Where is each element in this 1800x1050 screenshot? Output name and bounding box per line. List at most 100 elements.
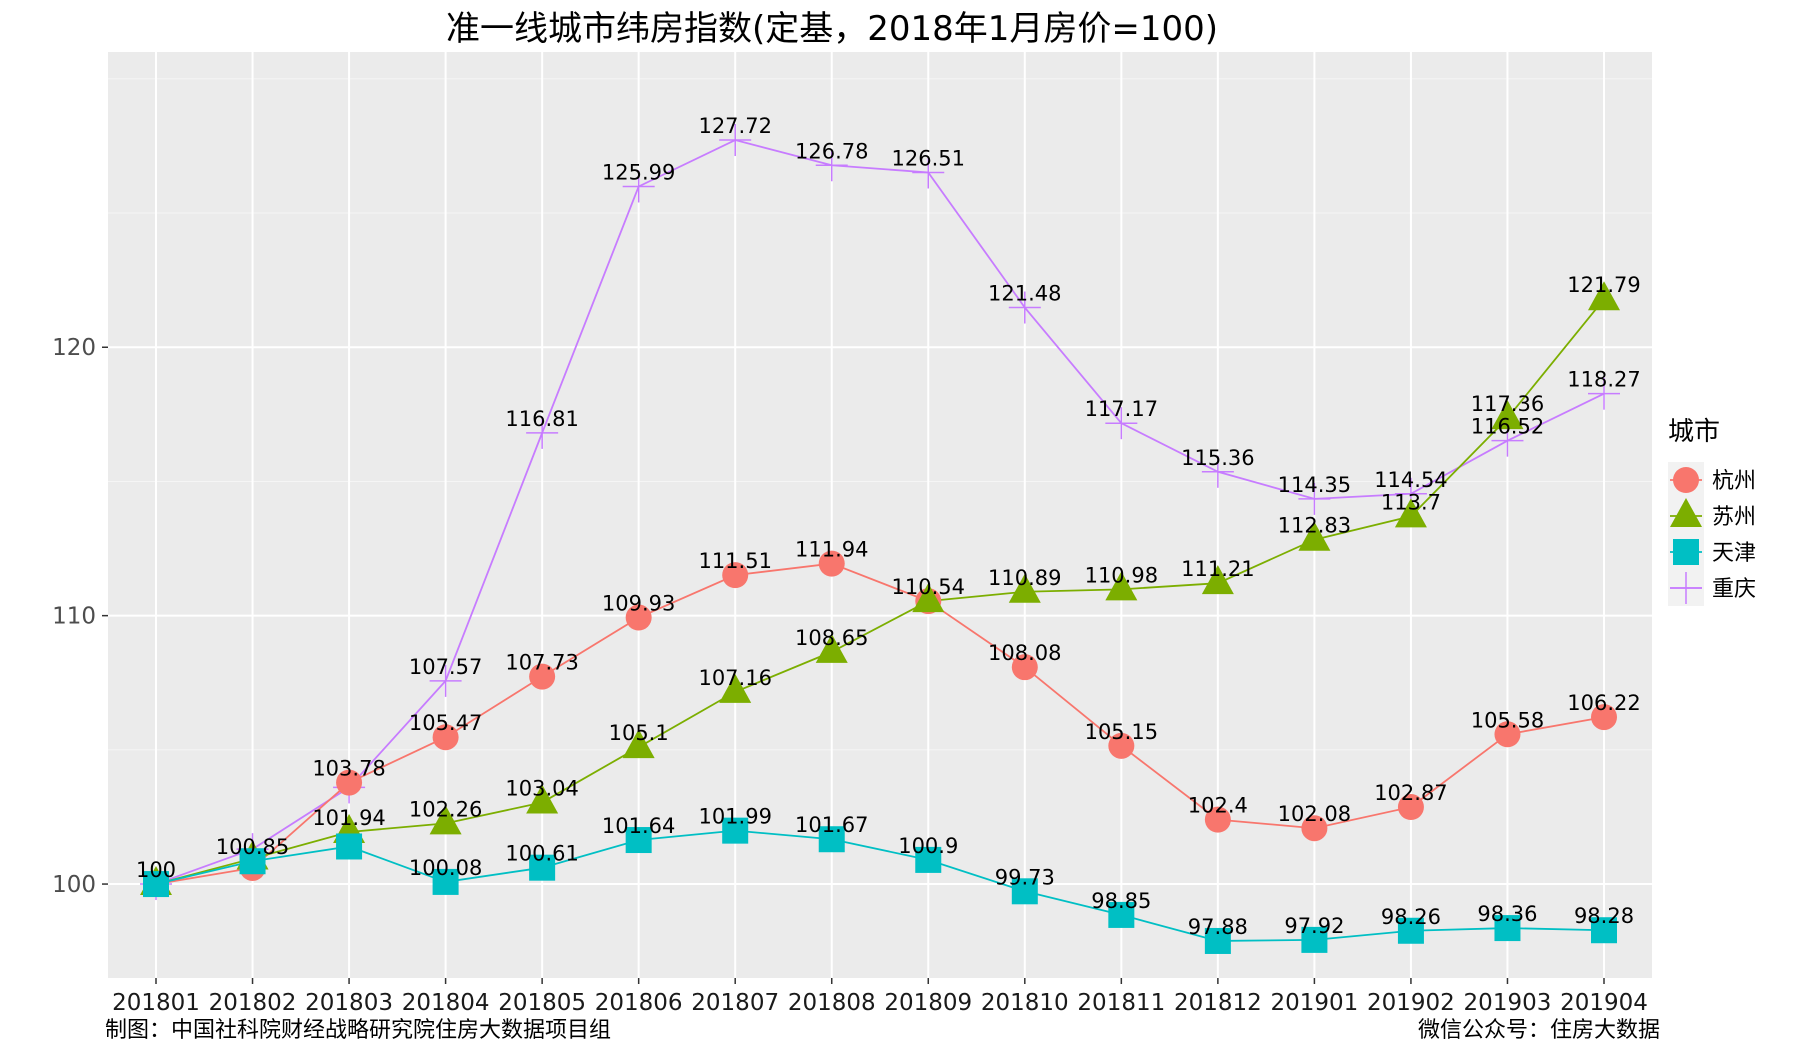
data-point-1-5 (622, 729, 655, 759)
data-point-0-3 (432, 724, 459, 751)
data-point-3-8 (912, 156, 945, 189)
y-tick-label: 110 (52, 604, 96, 630)
data-label-3-9: 121.48 (988, 282, 1061, 306)
x-tick-label: 201803 (305, 990, 393, 1016)
data-label-1-15: 121.79 (1567, 273, 1640, 297)
data-point-0-14 (1494, 721, 1521, 748)
data-label-1-4: 103.04 (505, 776, 578, 800)
data-point-2-9 (1011, 878, 1038, 905)
data-label-2-13: 98.26 (1381, 905, 1441, 929)
data-point-0-4 (529, 663, 556, 690)
data-label-0-15: 106.22 (1567, 691, 1640, 715)
legend-marker-1 (1670, 498, 1702, 527)
data-point-2-6 (722, 817, 749, 844)
data-point-1-4 (526, 784, 559, 814)
legend-label-0: 杭州 (1712, 469, 1756, 494)
legend-marker-0 (1673, 467, 1699, 493)
legend-label-3: 重庆 (1712, 577, 1756, 602)
data-point-1-15 (1588, 281, 1620, 311)
data-point-2-15 (1591, 917, 1617, 944)
data-point-2-11 (1204, 927, 1231, 954)
x-tick-label: 201903 (1464, 990, 1552, 1016)
data-point-0-7 (818, 550, 845, 577)
data-label-2-15: 98.28 (1574, 904, 1634, 928)
caption-left: 制图：中国社科院财经战略研究院住房大数据项目组 (105, 1018, 612, 1043)
data-point-2-5 (625, 827, 652, 854)
data-label-3-15: 118.27 (1567, 368, 1640, 392)
data-label-1-3: 102.26 (409, 797, 482, 821)
data-label-0-11: 102.4 (1188, 794, 1248, 818)
data-label-1-11: 111.21 (1181, 557, 1254, 581)
data-point-1-11 (1201, 565, 1234, 595)
data-label-3-6: 127.72 (698, 114, 771, 138)
data-point-1-13 (1394, 498, 1427, 528)
data-point-1-12 (1298, 521, 1331, 551)
data-label-3-14: 116.52 (1471, 415, 1544, 439)
data-label-2-5: 101.64 (602, 814, 675, 838)
data-point-3-15 (1588, 377, 1620, 410)
data-point-0-10 (1108, 732, 1135, 759)
data-label-0-7: 111.94 (795, 538, 868, 562)
data-label-2-10: 98.85 (1091, 889, 1151, 913)
x-tick-label: 201805 (498, 990, 586, 1016)
data-label-3-4: 116.81 (505, 407, 578, 431)
data-label-1-6: 107.16 (698, 666, 771, 690)
data-point-2-8 (915, 846, 942, 873)
data-label-1-2: 101.94 (312, 806, 385, 830)
data-point-1-10 (1105, 571, 1138, 601)
data-label-2-8: 100.9 (898, 834, 958, 858)
y-tick-label: 100 (52, 872, 96, 898)
data-label-0-2: 103.78 (312, 757, 385, 781)
data-label-0-5: 109.93 (602, 592, 675, 616)
data-point-0-2 (336, 769, 363, 796)
x-tick-label: 201801 (112, 990, 200, 1016)
data-label-1-9: 110.89 (988, 566, 1061, 590)
data-label-0-4: 107.73 (505, 651, 578, 675)
data-point-0-12 (1301, 815, 1328, 842)
x-tick-label: 201809 (884, 990, 972, 1016)
data-label-1-14: 117.36 (1471, 392, 1544, 416)
data-label-0-6: 111.51 (698, 549, 771, 573)
data-point-2-7 (818, 826, 845, 853)
x-tick-label: 201808 (788, 990, 876, 1016)
legend-marker-3 (1670, 572, 1702, 604)
data-point-2-10 (1108, 901, 1135, 928)
data-label-2-6: 101.99 (698, 805, 771, 829)
y-tick-label: 120 (52, 335, 96, 361)
data-label-1-12: 112.83 (1278, 514, 1351, 538)
data-point-3-11 (1201, 455, 1234, 488)
series-line-2 (155, 829, 1605, 942)
data-label-2-3: 100.08 (409, 856, 482, 880)
data-label-3-11: 115.36 (1181, 446, 1254, 470)
data-point-3-14 (1491, 424, 1524, 457)
data-label-3-0: 100 (136, 858, 176, 882)
data-point-3-12 (1298, 482, 1331, 515)
data-label-2-11: 97.88 (1188, 915, 1248, 939)
legend-label-1: 苏州 (1712, 505, 1756, 530)
x-tick-label: 201804 (402, 990, 490, 1016)
data-point-0-5 (625, 604, 652, 631)
chart-title: 准一线城市纬房指数(定基，2018年1月房价=100) (446, 9, 1218, 49)
series-line-0 (155, 562, 1605, 885)
data-point-2-13 (1397, 917, 1424, 944)
x-tick-label: 201904 (1560, 990, 1648, 1016)
x-tick-label: 201811 (1077, 990, 1165, 1016)
data-point-0-11 (1204, 806, 1231, 833)
x-tick-label: 201806 (595, 990, 683, 1016)
data-label-2-4: 100.61 (505, 842, 578, 866)
data-label-3-5: 125.99 (602, 160, 675, 184)
data-point-1-8 (912, 583, 945, 613)
data-point-3-3 (429, 664, 462, 697)
data-point-2-4 (529, 854, 556, 881)
data-point-3-9 (1008, 291, 1041, 324)
data-label-1-5: 105.1 (609, 721, 669, 745)
data-label-3-13: 114.54 (1374, 468, 1447, 492)
plot-panel (108, 52, 1652, 978)
data-point-0-9 (1011, 654, 1038, 681)
data-point-2-12 (1301, 926, 1328, 953)
data-label-0-12: 102.08 (1278, 802, 1351, 826)
data-point-1-9 (1008, 573, 1041, 603)
data-point-3-5 (622, 170, 655, 203)
x-tick-label: 201807 (691, 990, 779, 1016)
